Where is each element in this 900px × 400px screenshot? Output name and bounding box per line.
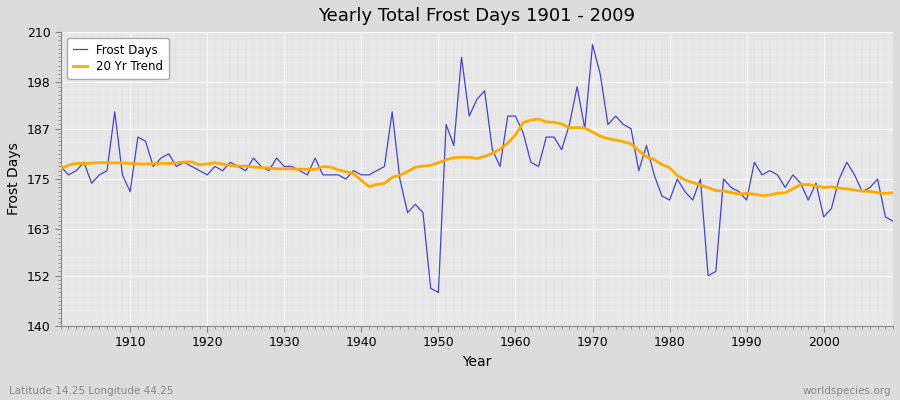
- Frost Days: [333, 172, 344, 177]
- Frost Days: [433, 290, 444, 295]
- 20 Yr Trend: [887, 190, 898, 195]
- Frost Days: [887, 219, 898, 224]
- Frost Days: [56, 164, 67, 169]
- 20 Yr Trend: [56, 166, 67, 170]
- 20 Yr Trend: [333, 168, 344, 172]
- 20 Yr Trend: [286, 166, 297, 171]
- Line: Frost Days: Frost Days: [61, 45, 893, 292]
- Frost Days: [618, 122, 629, 127]
- Text: worldspecies.org: worldspecies.org: [803, 386, 891, 396]
- Frost Days: [510, 114, 521, 118]
- Frost Days: [117, 172, 128, 177]
- Text: Latitude 14.25 Longitude 44.25: Latitude 14.25 Longitude 44.25: [9, 386, 174, 396]
- 20 Yr Trend: [610, 138, 621, 142]
- Y-axis label: Frost Days: Frost Days: [7, 143, 21, 216]
- 20 Yr Trend: [502, 140, 513, 145]
- 20 Yr Trend: [533, 117, 544, 122]
- X-axis label: Year: Year: [463, 355, 491, 369]
- Frost Days: [587, 42, 598, 47]
- 20 Yr Trend: [757, 193, 768, 198]
- 20 Yr Trend: [117, 160, 128, 165]
- Line: 20 Yr Trend: 20 Yr Trend: [61, 119, 893, 196]
- Frost Days: [518, 130, 528, 135]
- Title: Yearly Total Frost Days 1901 - 2009: Yearly Total Frost Days 1901 - 2009: [319, 7, 635, 25]
- Frost Days: [286, 164, 297, 169]
- Legend: Frost Days, 20 Yr Trend: Frost Days, 20 Yr Trend: [67, 38, 169, 79]
- 20 Yr Trend: [510, 132, 521, 137]
